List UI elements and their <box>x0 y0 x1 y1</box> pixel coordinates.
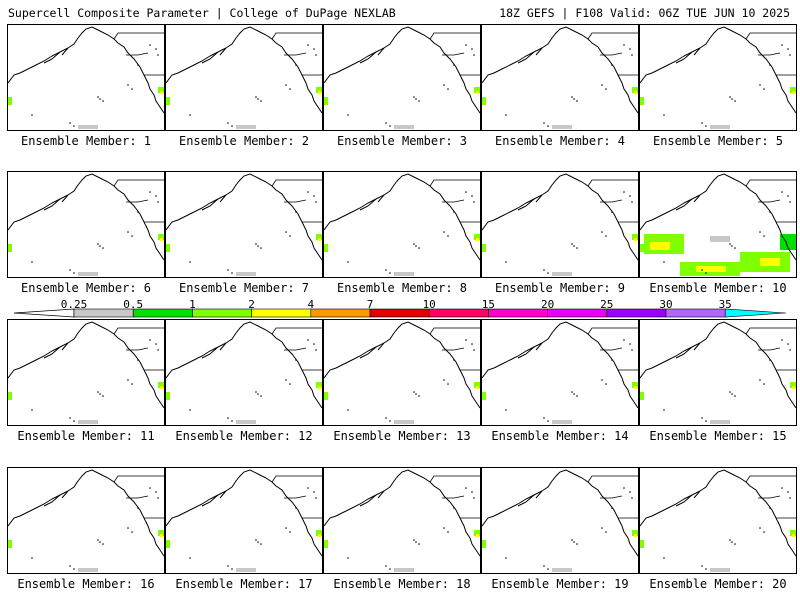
ensemble-member-label: Ensemble Member: 7 <box>178 281 310 295</box>
colorbar-tick-label: 10 <box>422 298 436 311</box>
ensemble-map-panel <box>7 171 165 278</box>
map-outline <box>324 321 480 424</box>
ensemble-map-panel <box>481 319 639 426</box>
ensemble-member-label: Ensemble Member: 5 <box>652 134 784 148</box>
ensemble-member-label: Ensemble Member: 4 <box>494 134 626 148</box>
colorbar-segment <box>310 308 371 318</box>
ensemble-member-label: Ensemble Member: 18 <box>333 577 471 591</box>
map-outline <box>166 173 322 276</box>
colorbar-segment <box>428 308 489 318</box>
ensemble-map-panel <box>323 467 481 574</box>
map-outline <box>640 469 796 572</box>
map-outline <box>640 173 796 276</box>
ensemble-map-panel <box>7 467 165 574</box>
colorbar-tick-label: 30 <box>659 298 673 311</box>
ensemble-map-panel <box>639 171 797 278</box>
ensemble-member-label: Ensemble Member: 12 <box>175 429 313 443</box>
map-outline <box>166 26 322 129</box>
ensemble-map-panel <box>165 24 323 131</box>
ensemble-member-label: Ensemble Member: 19 <box>491 577 629 591</box>
colorbar-tick-label: 2 <box>248 298 255 311</box>
map-outline <box>324 26 480 129</box>
map-outline <box>324 469 480 572</box>
map-outline <box>166 469 322 572</box>
colorbar-segment <box>192 308 252 318</box>
ensemble-member-label: Ensemble Member: 11 <box>17 429 155 443</box>
ensemble-member-label: Ensemble Member: 14 <box>491 429 629 443</box>
colorbar-tick-label: 0.5 <box>123 298 144 311</box>
map-outline <box>166 321 322 424</box>
ensemble-member-label: Ensemble Member: 16 <box>17 577 155 591</box>
map-outline <box>640 321 796 424</box>
page-title: Supercell Composite Parameter | College … <box>8 6 396 20</box>
ensemble-map-panel <box>639 24 797 131</box>
colorbar-tick-label: 15 <box>481 298 496 311</box>
ensemble-map-panel <box>481 467 639 574</box>
ensemble-map-panel <box>481 24 639 131</box>
ensemble-map-panel <box>165 467 323 574</box>
ensemble-map-panel <box>323 319 481 426</box>
ensemble-member-label: Ensemble Member: 6 <box>20 281 152 295</box>
colorbar-high-arrow <box>724 308 787 318</box>
colorbar-tick-label: 25 <box>600 298 614 311</box>
ensemble-map-panel <box>7 24 165 131</box>
ensemble-map-panel <box>639 467 797 574</box>
ensemble-map-panel <box>165 171 323 278</box>
ensemble-member-label: Ensemble Member: 9 <box>494 281 626 295</box>
ensemble-member-label: Ensemble Member: 13 <box>333 429 471 443</box>
colorbar-tick-label: 20 <box>540 298 555 311</box>
map-outline <box>482 469 638 572</box>
ensemble-member-label: Ensemble Member: 1 <box>20 134 152 148</box>
ensemble-map-panel <box>7 319 165 426</box>
map-outline <box>640 26 796 129</box>
colorbar-tick-label: 1 <box>189 298 196 311</box>
colorbar-tick-label: 0.25 <box>60 298 88 311</box>
ensemble-member-label: Ensemble Member: 2 <box>178 134 310 148</box>
ensemble-map-panel <box>639 319 797 426</box>
colorbar-tick-label: 7 <box>366 298 374 311</box>
map-outline <box>8 321 164 424</box>
map-outline <box>482 321 638 424</box>
map-outline <box>324 173 480 276</box>
map-outline <box>8 26 164 129</box>
colorbar-tick-label: 35 <box>718 298 732 311</box>
map-outline <box>8 469 164 572</box>
ensemble-member-label: Ensemble Member: 15 <box>649 429 787 443</box>
ensemble-member-label: Ensemble Member: 3 <box>336 134 468 148</box>
ensemble-member-label: Ensemble Member: 8 <box>336 281 468 295</box>
colorbar-segment <box>665 308 726 318</box>
map-outline <box>482 26 638 129</box>
colorbar-segment <box>488 308 548 318</box>
map-outline <box>482 173 638 276</box>
colorbar-segment <box>606 308 667 318</box>
colorbar-segment <box>547 308 608 318</box>
model-run-info: 18Z GEFS | F108 Valid: 06Z TUE JUN 10 20… <box>499 6 790 20</box>
ensemble-map-panel <box>323 24 481 131</box>
ensemble-member-label: Ensemble Member: 10 <box>649 281 787 295</box>
colorbar-tick-label: 4 <box>307 298 315 311</box>
ensemble-member-label: Ensemble Member: 20 <box>649 577 787 591</box>
colorbar-segment <box>369 308 430 318</box>
ensemble-map-panel <box>481 171 639 278</box>
ensemble-map-panel <box>323 171 481 278</box>
map-outline <box>8 173 164 276</box>
ensemble-member-label: Ensemble Member: 17 <box>175 577 313 591</box>
ensemble-map-panel <box>165 319 323 426</box>
colorbar-segment <box>251 308 312 318</box>
